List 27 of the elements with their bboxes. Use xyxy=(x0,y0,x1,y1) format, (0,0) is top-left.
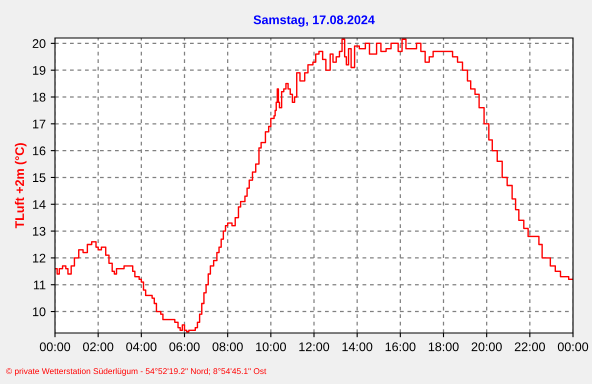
x-tick-label: 00:00 xyxy=(558,342,588,352)
x-tick-label: 00:00 xyxy=(40,342,70,352)
y-tick-label: 13 xyxy=(33,226,46,236)
y-tick-label: 16 xyxy=(33,146,46,156)
x-tick-label: 14:00 xyxy=(342,342,372,352)
y-tick-label: 20 xyxy=(32,39,46,48)
x-tick-label: 10:00 xyxy=(256,342,286,352)
y-tick-label: 15 xyxy=(33,173,46,182)
x-tick-label: 22:00 xyxy=(514,342,545,352)
chart-title: Samstag, 17.08.2024 xyxy=(254,15,375,27)
y-axis-title: TLuft +2m (°C) xyxy=(14,143,27,228)
text: © private Wetterstation Süderlügum - 54°52'19.2" Nord; 8°54'45.1" Ost xyxy=(6,368,266,376)
x-tick-label: 20:00 xyxy=(472,342,502,352)
x-tick-label: 08:00 xyxy=(212,342,243,352)
x-tick-label: 12:00 xyxy=(299,342,330,352)
y-tick-label: 18 xyxy=(33,92,46,102)
x-tick-label: 04:00 xyxy=(126,342,156,352)
y-tick-label: 19 xyxy=(33,66,46,75)
y-tick-label: 12 xyxy=(33,254,46,262)
x-tick-label: 02:00 xyxy=(83,342,114,352)
x-tick-label: 06:00 xyxy=(169,342,200,352)
y-tick-label: 17 xyxy=(33,120,46,128)
y-tick-label: 14 xyxy=(33,200,46,209)
x-tick-label: 16:00 xyxy=(386,342,416,352)
x-tick-label: 18:00 xyxy=(428,342,459,352)
y-tick-label: 11 xyxy=(34,280,46,290)
y-tick-label: 10 xyxy=(33,307,46,316)
